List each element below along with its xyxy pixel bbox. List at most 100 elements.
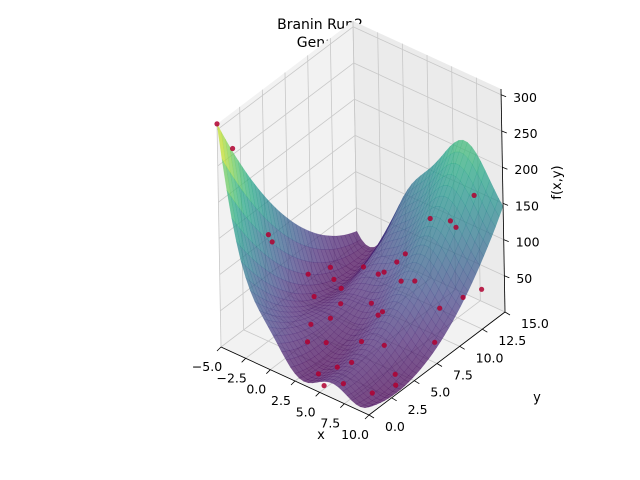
- surface-facet: [346, 393, 356, 401]
- surface-facet: [397, 228, 407, 240]
- surface-facet: [426, 304, 436, 320]
- population-point: [393, 382, 399, 388]
- surface-facet: [283, 234, 294, 257]
- population-point: [369, 390, 375, 396]
- surface-facet: [414, 227, 425, 242]
- population-point: [338, 285, 344, 291]
- surface-facet: [351, 398, 361, 405]
- y-tick-label: 7.5: [453, 368, 473, 383]
- surface-facet: [464, 175, 474, 196]
- surface-facet: [408, 262, 417, 272]
- population-point: [379, 309, 386, 315]
- surface-facet: [300, 243, 310, 262]
- population-point: [447, 218, 453, 224]
- population-point: [214, 121, 220, 127]
- surface-facet: [442, 163, 452, 178]
- z-tick: [500, 94, 507, 98]
- surface-facet: [319, 305, 329, 309]
- grid-z-left: [217, 62, 354, 167]
- population-point: [340, 381, 346, 387]
- surface-facet: [332, 235, 342, 249]
- y-tick: [414, 380, 420, 385]
- surface-facet: [310, 363, 320, 371]
- y-axis-label: y: [533, 391, 541, 406]
- population-point: [453, 224, 459, 230]
- surface-facet: [287, 236, 298, 259]
- population-point: [305, 271, 311, 277]
- population-point: [479, 286, 485, 292]
- population-point: [321, 383, 327, 389]
- surface-facet: [367, 322, 378, 332]
- population-point: [398, 278, 404, 284]
- population-point: [460, 294, 466, 300]
- z-axis-label: f(x,y): [550, 165, 565, 199]
- surface-facet: [411, 175, 421, 190]
- population-point: [315, 371, 321, 377]
- surface-facet: [355, 271, 366, 280]
- surface-facet: [454, 243, 463, 263]
- surface-facet: [452, 191, 462, 210]
- surface: [216, 123, 504, 409]
- surface-facet: [332, 369, 342, 374]
- population-point: [360, 264, 367, 270]
- surface-facet: [322, 360, 333, 367]
- surface-facet: [407, 361, 417, 372]
- surface-facet: [437, 263, 447, 281]
- surface-facet: [221, 158, 232, 197]
- surface-facet: [429, 160, 438, 177]
- population-point: [338, 301, 344, 307]
- surface-facet: [356, 349, 366, 355]
- surface-facet: [324, 373, 334, 378]
- surface-facet: [276, 262, 287, 282]
- surface-facet: [348, 232, 358, 244]
- surface-facet: [233, 153, 243, 192]
- surface-facet: [486, 199, 496, 220]
- surface-facet: [407, 246, 417, 259]
- x-tick: [216, 346, 222, 352]
- surface-facet: [320, 249, 330, 263]
- surface-facet: [221, 131, 231, 173]
- surface-facet: [410, 219, 419, 234]
- surface-facet: [376, 248, 386, 259]
- surface-facet: [385, 247, 395, 257]
- surface-facet: [272, 334, 282, 344]
- population-point: [230, 145, 236, 152]
- surface-facet: [430, 173, 439, 190]
- surface-facet: [225, 139, 235, 180]
- z-tick-label: 250: [514, 126, 538, 141]
- surface-facet: [384, 394, 394, 399]
- population-point: [412, 278, 418, 284]
- z-tick: [502, 166, 508, 170]
- y-tick: [436, 363, 443, 367]
- x-tick: [340, 403, 345, 408]
- axes: −5.0−2.50.02.55.07.510.0x0.02.55.07.510.…: [192, 88, 565, 443]
- surface-facet: [408, 192, 418, 206]
- grid-z-left: [216, 26, 354, 131]
- surface-facet: [293, 270, 303, 286]
- surface-facet: [420, 168, 430, 184]
- surface-facet: [345, 366, 355, 373]
- surface-facet: [316, 233, 326, 250]
- surface-facet: [349, 368, 359, 377]
- surface-facet: [419, 226, 429, 238]
- surface-facet: [376, 321, 386, 329]
- population-point: [375, 271, 381, 277]
- surface-facet: [366, 309, 377, 319]
- surface-facet: [416, 186, 427, 201]
- surface-facet: [361, 290, 371, 299]
- surface-facet: [258, 309, 269, 321]
- population-point: [427, 215, 433, 222]
- z-tick-label: 300: [513, 90, 537, 105]
- surface-facet: [311, 231, 322, 250]
- surface-facet: [359, 330, 369, 339]
- population-point: [471, 192, 477, 198]
- z-tick-label: 150: [515, 198, 539, 213]
- population-point: [265, 232, 271, 238]
- surface-facet: [424, 246, 434, 261]
- population-point: [334, 364, 340, 370]
- surface-facet: [290, 365, 300, 374]
- surface-facet: [364, 270, 374, 278]
- surface-facet: [289, 292, 300, 302]
- y-tick-label: 0.0: [385, 419, 405, 434]
- population-point: [311, 293, 317, 300]
